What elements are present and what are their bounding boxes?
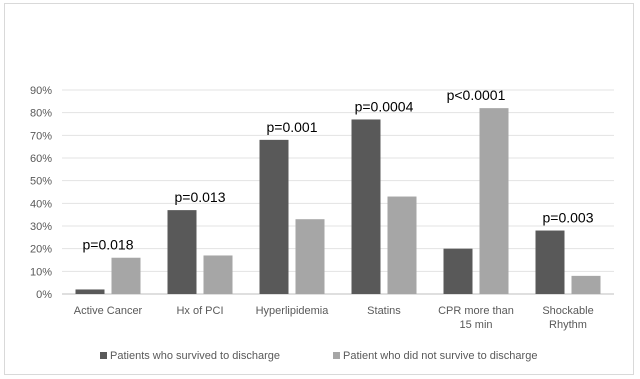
bar-survived — [75, 289, 105, 294]
p-value-label: p=0.0004 — [355, 98, 414, 114]
bars — [75, 108, 601, 294]
y-tick-label: 80% — [30, 108, 52, 120]
gridlines — [62, 89, 614, 295]
category-label: CPR more than 15 min — [438, 305, 514, 331]
y-tick-label: 10% — [30, 266, 52, 278]
y-tick-label: 0% — [36, 289, 52, 301]
bar-survived — [535, 230, 565, 294]
legend-label: Patient who did not survive to discharge — [343, 350, 537, 362]
chart-frame — [4, 3, 634, 375]
bar-not-survived — [295, 219, 325, 294]
bar-not-survived — [387, 196, 417, 294]
y-tick-label: 90% — [30, 85, 52, 97]
p-value-label: p<0.0001 — [447, 87, 506, 103]
y-axis-ticks: 0% 10% 20% 30% 40% 50% 60% 70% 80% 90% — [30, 85, 52, 301]
bar-survived — [443, 248, 473, 294]
p-value-label: p=0.013 — [175, 189, 226, 205]
y-tick-label: 60% — [30, 153, 52, 165]
p-value-annotations: p=0.018 p=0.013 p=0.001 p=0.0004 p<0.0001 p=0… — [83, 87, 594, 253]
category-label: Active Cancer — [74, 305, 143, 317]
legend-swatch — [333, 352, 340, 359]
bar-not-survived — [571, 275, 601, 294]
bar-not-survived — [111, 257, 141, 294]
category-label: Hx of PCI — [176, 305, 223, 317]
y-tick-label: 50% — [30, 176, 52, 188]
category-label: Shockable Rhythm — [542, 305, 593, 331]
bar-not-survived — [479, 108, 509, 294]
p-value-label: p=0.018 — [83, 237, 134, 253]
y-tick-label: 30% — [30, 221, 52, 233]
bar-not-survived — [203, 255, 233, 294]
bar-survived — [351, 119, 381, 294]
y-tick-label: 40% — [30, 198, 52, 210]
p-value-label: p=0.003 — [543, 210, 594, 226]
p-value-label: p=0.001 — [267, 119, 318, 135]
bar-survived — [259, 139, 289, 294]
legend-swatch — [100, 352, 107, 359]
legend-label: Patients who survived to discharge — [110, 350, 280, 362]
category-label: Statins — [367, 305, 401, 317]
x-axis-categories: Active Cancer Hx of PCI Hyperlipidemia Stat… — [74, 305, 594, 331]
y-tick-label: 70% — [30, 130, 52, 142]
category-label: Hyperlipidemia — [256, 305, 330, 317]
y-tick-label: 20% — [30, 244, 52, 256]
legend: Patients who survived to discharge Patien… — [100, 350, 537, 362]
bar-survived — [167, 210, 197, 294]
